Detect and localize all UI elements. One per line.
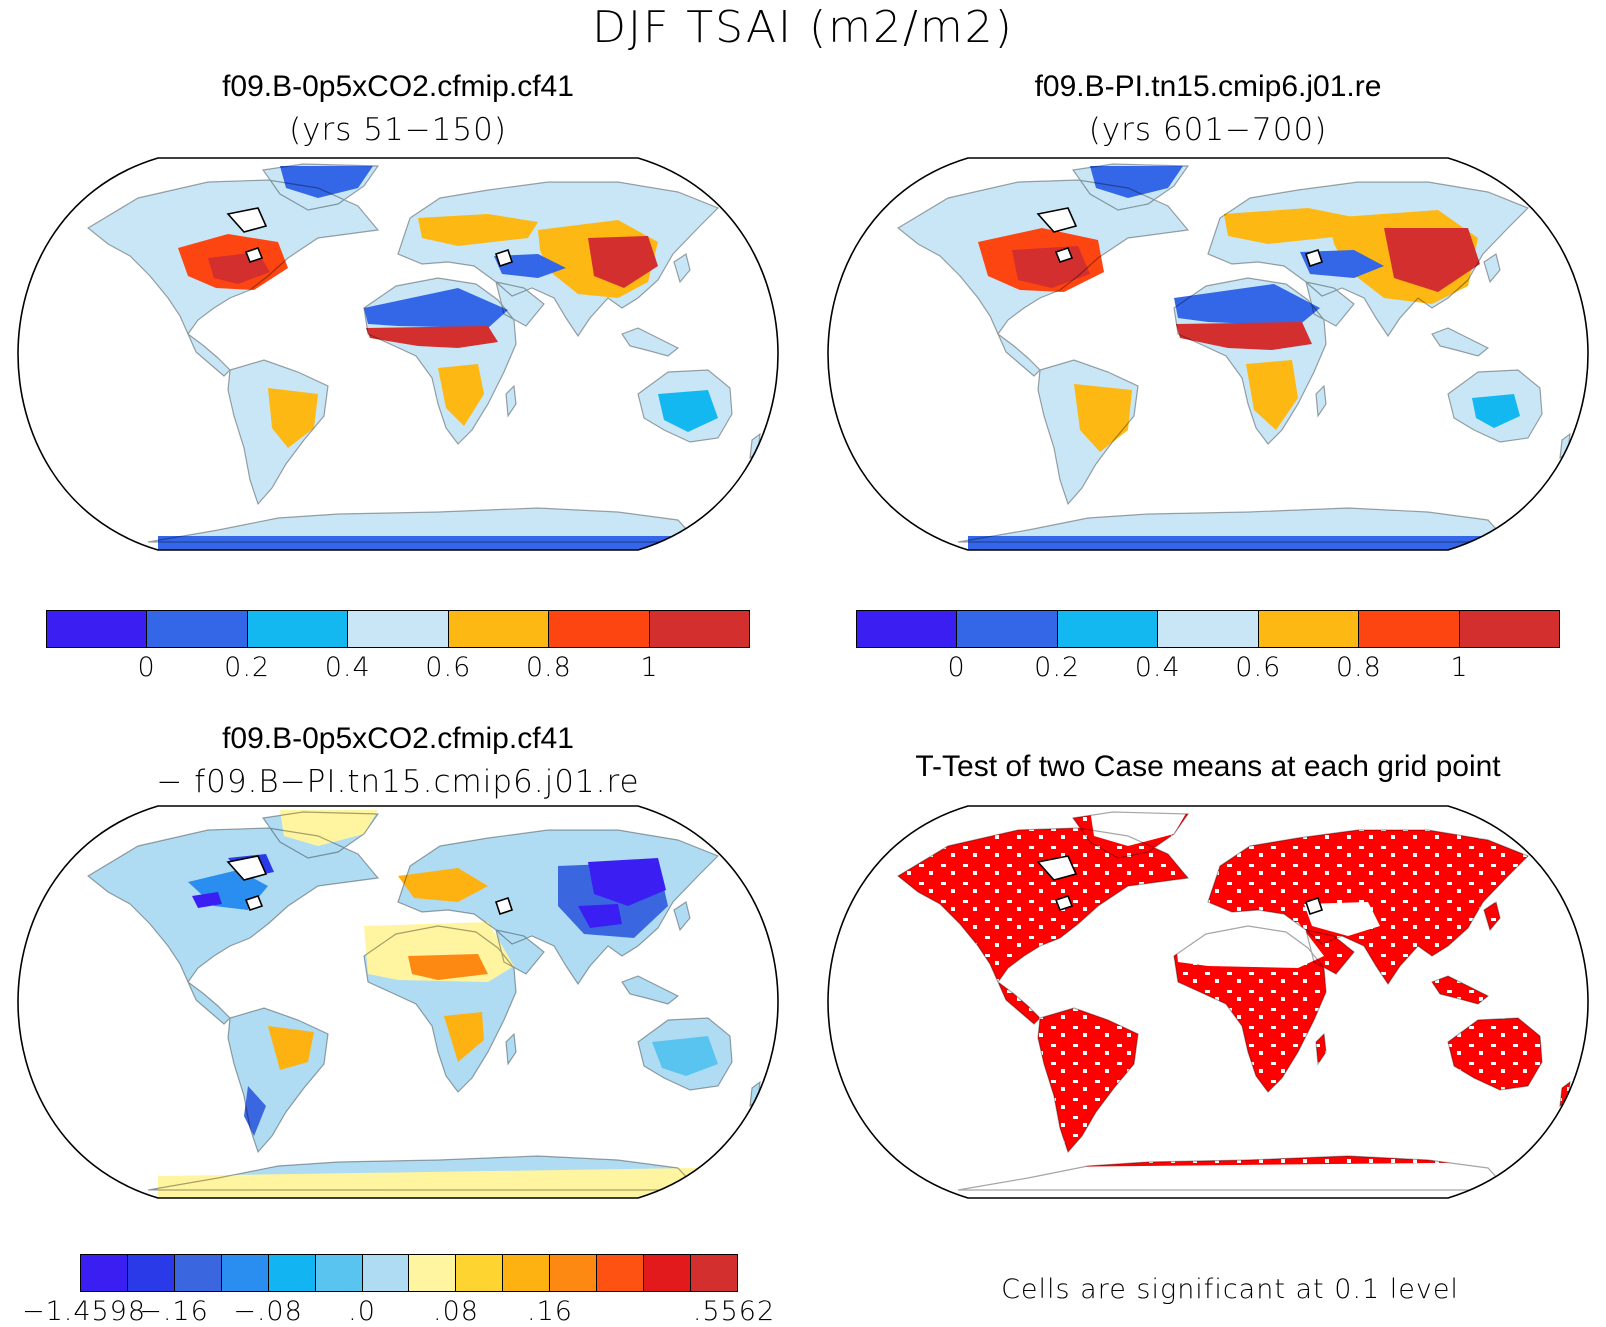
colorbar-tick-label: 0: [137, 652, 156, 683]
colorbar-tick-label: 0.6: [1235, 652, 1282, 683]
colorbar-tick-label: .08: [433, 1296, 479, 1327]
colorbar-top-left: [46, 610, 750, 648]
colorbar-swatch: [644, 1255, 691, 1291]
colorbar-tick-label: 0.4: [324, 652, 371, 683]
colorbar-swatch: [1158, 611, 1259, 647]
colorbar-tick-label: −1.4598: [21, 1296, 147, 1327]
panel-title-bottom-right: T-Test of two Case means at each grid po…: [915, 750, 1501, 783]
colorbar-swatch: [1258, 611, 1360, 647]
colorbar-swatch: [690, 1255, 737, 1291]
map-bottom-left: [17, 805, 779, 1199]
colorbar-swatch: [1459, 611, 1559, 647]
colorbar-swatch: [448, 611, 550, 647]
colorbar-swatch: [597, 1255, 645, 1291]
colorbar-swatch: [549, 611, 650, 647]
colorbar-swatch: [147, 611, 248, 647]
map-bottom-right: [827, 805, 1589, 1199]
panel-subtitle-top-left: (yrs 51−150): [289, 112, 507, 148]
colorbar-tick-label: −.08: [233, 1296, 303, 1327]
colorbar-swatch: [247, 611, 349, 647]
colorbar-tick-label: 1: [1450, 652, 1469, 683]
colorbar-swatch: [550, 1255, 598, 1291]
colorbar-swatch: [348, 611, 449, 647]
colorbar-tick-label: 0.6: [425, 652, 472, 683]
colorbar-tick-label: .16: [527, 1296, 573, 1327]
colorbar-tick-label: .5562: [692, 1296, 776, 1327]
page-title: DJF TSAI (m2/m2): [592, 2, 1014, 53]
colorbar-swatch: [127, 1255, 175, 1291]
colorbar-swatch: [81, 1255, 128, 1291]
significance-note: Cells are significant at 0.1 level: [1001, 1274, 1459, 1305]
colorbar-swatch: [1359, 611, 1460, 647]
colorbar-swatch: [857, 611, 958, 647]
panel-title-bottom-left: f09.B-0p5xCO2.cfmip.cf41: [222, 722, 574, 755]
panel-subtitle-bottom-left: − f09.B−PI.tn15.cmip6.j01.re: [156, 764, 640, 800]
colorbar-tick-label: 0.2: [224, 652, 271, 683]
colorbar-tick-label: .0: [348, 1296, 376, 1327]
colorbar-swatch: [503, 1255, 551, 1291]
colorbar-swatch: [268, 1255, 316, 1291]
colorbar-tick-label: 0.4: [1134, 652, 1181, 683]
colorbar-swatch: [174, 1255, 222, 1291]
colorbar-swatch: [315, 1255, 363, 1291]
colorbar-top-right: [856, 610, 1560, 648]
colorbar-swatch: [1057, 611, 1159, 647]
colorbar-swatch: [362, 1255, 410, 1291]
colorbar-tick-label: −.16: [139, 1296, 209, 1327]
colorbar-tick-label: 1: [640, 652, 659, 683]
panel-subtitle-top-right: (yrs 601−700): [1088, 112, 1328, 148]
colorbar-swatch: [47, 611, 148, 647]
colorbar-swatch: [409, 1255, 457, 1291]
panel-title-top-left: f09.B-0p5xCO2.cfmip.cf41: [222, 70, 574, 103]
colorbar-swatch: [957, 611, 1058, 647]
map-top-left: [17, 157, 779, 551]
colorbar-tick-label: 0.2: [1034, 652, 1081, 683]
colorbar-tick-label: 0.8: [1335, 652, 1382, 683]
colorbar-swatch: [221, 1255, 269, 1291]
colorbar-tick-label: 0: [947, 652, 966, 683]
map-top-right: [827, 157, 1589, 551]
colorbar-swatch: [649, 611, 749, 647]
colorbar-bottom-left: [80, 1254, 738, 1292]
panel-title-top-right: f09.B-PI.tn15.cmip6.j01.re: [1034, 70, 1382, 103]
colorbar-swatch: [456, 1255, 504, 1291]
colorbar-tick-label: 0.8: [525, 652, 572, 683]
